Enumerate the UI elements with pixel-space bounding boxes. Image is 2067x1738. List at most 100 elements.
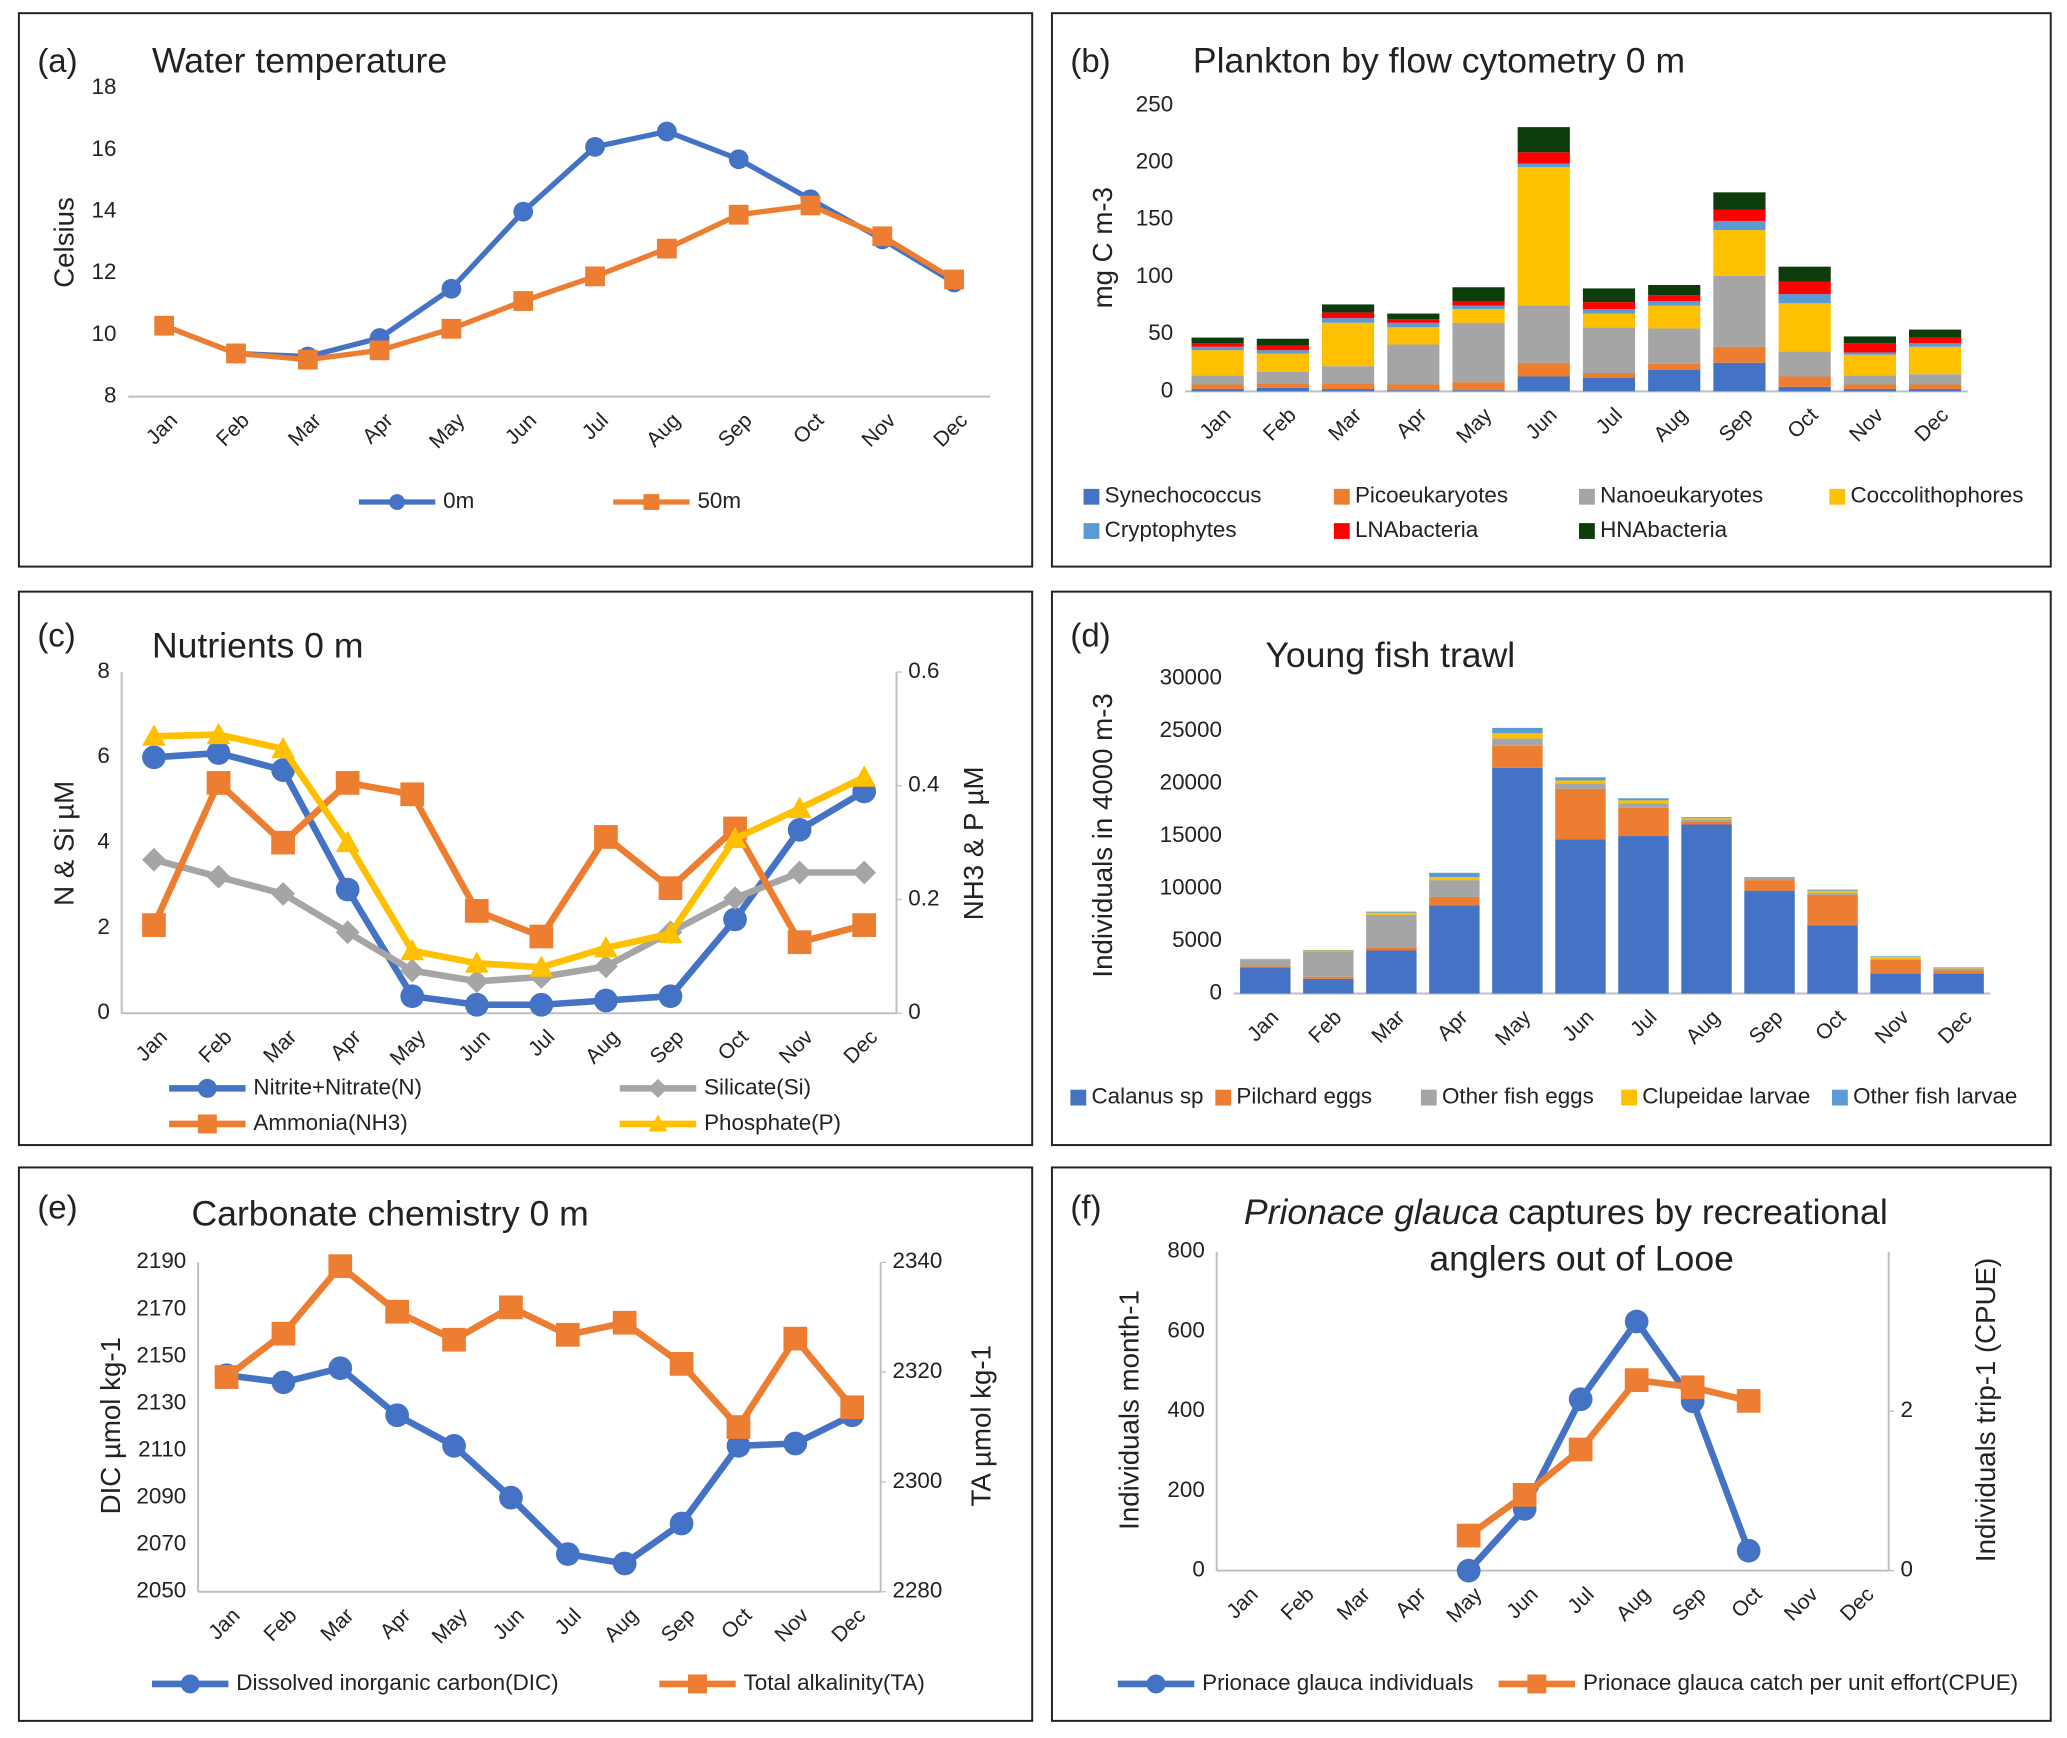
bar-segment	[1681, 824, 1732, 994]
bar-segment	[1681, 817, 1732, 819]
bar-segment	[1366, 950, 1417, 994]
x-tick-label: Aug	[600, 1604, 643, 1647]
bar-segment	[1452, 322, 1505, 383]
series-line	[153, 856, 865, 985]
bar-segment	[1909, 389, 1962, 392]
x-tick-label: Jul	[524, 1026, 559, 1061]
legend-label: Prionace glauca catch per unit effort(CP…	[1583, 1670, 2018, 1695]
y-tick-label: 0	[1161, 377, 1173, 402]
marker	[513, 291, 534, 311]
bar-segment	[1240, 959, 1291, 960]
marker	[1624, 1368, 1649, 1392]
y-tick-label: 0	[1192, 1557, 1204, 1582]
x-tick-label: Jun	[1502, 1583, 1542, 1623]
x-tick-label: Jul	[578, 409, 613, 444]
marker	[669, 1511, 694, 1536]
bar-segment	[1452, 382, 1505, 391]
bar-segment	[1256, 345, 1309, 351]
x-tick-label: Nov	[775, 1025, 818, 1068]
y-tick-label: 6	[97, 743, 109, 768]
legend-label: Cryptophytes	[1105, 517, 1237, 542]
legend-label: Nitrite+Nitrate(N)	[253, 1074, 422, 1099]
marker	[612, 1551, 637, 1576]
bar-segment	[1582, 377, 1636, 392]
y-tick-label: 250	[1136, 91, 1173, 116]
marker	[226, 343, 246, 364]
x-tick-label: Nov	[1780, 1583, 1823, 1626]
x-tick-label: Feb	[1277, 1583, 1319, 1625]
bar-segment	[1843, 389, 1896, 392]
bar-segment	[1303, 950, 1354, 952]
marker	[271, 758, 295, 782]
x-tick-label: Jun	[455, 1026, 495, 1066]
marker	[669, 1352, 694, 1376]
marker	[1568, 1387, 1593, 1412]
bar-segment	[1713, 192, 1766, 210]
y-tick-label: 16	[91, 136, 116, 161]
y-tick-label: 2110	[138, 1436, 186, 1461]
series-line	[1466, 1318, 1752, 1573]
x-tick-label: Mar	[316, 1604, 358, 1646]
x-tick-label: Jan	[1222, 1583, 1262, 1623]
bar-segment	[1648, 300, 1701, 306]
bar-segment	[1909, 343, 1962, 347]
bar-segment	[1517, 376, 1570, 392]
bar-segment	[1256, 338, 1309, 346]
marker	[369, 340, 390, 361]
bar-segment	[1366, 914, 1417, 948]
marker	[1146, 1674, 1166, 1694]
marker	[658, 984, 683, 1009]
y-tick-label: 2150	[136, 1342, 186, 1367]
bar-segment	[1303, 978, 1354, 994]
marker	[464, 951, 489, 973]
y-tick-label: 14	[91, 198, 116, 223]
bar-segment	[1555, 780, 1606, 784]
marker	[335, 920, 360, 945]
y2-tick-label: 2	[1901, 1397, 1913, 1422]
bar-segment	[1870, 956, 1921, 959]
marker	[1527, 1674, 1547, 1694]
bar-segment	[1870, 959, 1921, 974]
x-tick-label: Jul	[1592, 404, 1627, 439]
bar-segment	[1191, 375, 1244, 385]
x-tick-label: Jan	[1243, 1006, 1283, 1046]
marker	[400, 984, 425, 1009]
bar-segment	[1648, 284, 1701, 296]
bar-segment	[1843, 354, 1896, 376]
x-tick-label: Feb	[1304, 1006, 1346, 1048]
legend-swatch	[1083, 523, 1100, 539]
x-tick-label: Mar	[284, 409, 326, 451]
x-tick-label: Oct	[1727, 1583, 1767, 1623]
y-tick-label: 150	[1136, 206, 1173, 231]
bar-segment	[1322, 383, 1375, 390]
bar-segment	[1492, 738, 1543, 746]
bar-segment	[1933, 967, 1984, 968]
bar-segment	[1713, 220, 1766, 231]
x-tick-label: Oct	[789, 409, 829, 449]
bar-segment	[1807, 894, 1858, 926]
bar-segment	[1555, 783, 1606, 789]
x-tick-label: Oct	[717, 1604, 757, 1644]
marker	[271, 830, 295, 855]
legend-label: Clupeidae larvae	[1642, 1084, 1810, 1109]
marker	[1568, 1437, 1593, 1462]
bar-segment	[1387, 327, 1440, 345]
marker	[464, 969, 489, 994]
bar-segment	[1933, 970, 1984, 974]
x-tick-label: Feb	[1259, 404, 1301, 446]
bar-segment	[1713, 346, 1766, 363]
marker	[385, 1299, 410, 1324]
bar-segment	[1322, 304, 1375, 313]
panel-label: (e)	[37, 1188, 77, 1225]
marker	[335, 830, 360, 853]
marker	[206, 722, 231, 745]
y2-tick-label: 2280	[893, 1578, 943, 1603]
legend-label: LNAbacteria	[1355, 517, 1479, 542]
bar-segment	[1648, 295, 1701, 301]
marker	[852, 913, 877, 937]
bar-segment	[1429, 880, 1480, 897]
marker	[464, 992, 489, 1017]
legend-swatch	[1070, 1089, 1087, 1106]
y-tick-label: 4	[97, 829, 109, 854]
